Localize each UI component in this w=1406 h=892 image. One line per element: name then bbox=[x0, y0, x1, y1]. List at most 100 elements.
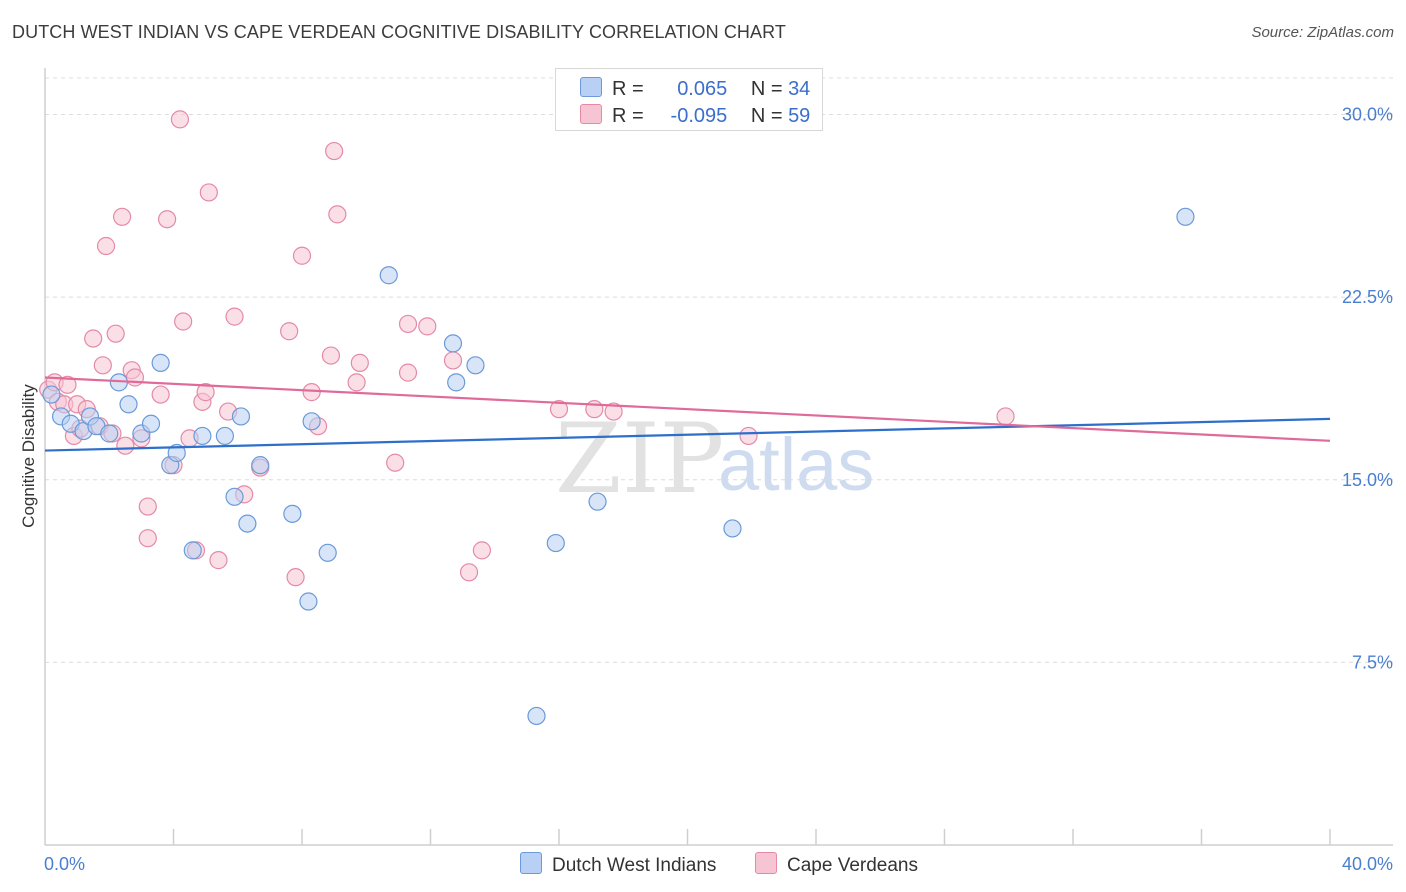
dutch-west-indian-point bbox=[193, 426, 212, 446]
trend-line-cape-verdeans bbox=[44, 376, 1331, 442]
legend-r-label: R = bbox=[612, 105, 644, 127]
cape-verdean-point bbox=[116, 436, 135, 455]
y-tick-label: 22.5% bbox=[1342, 287, 1393, 307]
dutch-west-indian-point bbox=[447, 373, 466, 392]
dutch-west-indian-point bbox=[723, 519, 742, 538]
dutch-west-indian-point bbox=[215, 426, 234, 446]
y-axis-title: Cognitive Disability bbox=[19, 384, 38, 528]
cape-verdean-point bbox=[280, 322, 299, 341]
dutch-west-indian-point bbox=[379, 266, 398, 285]
cape-verdean-point bbox=[350, 353, 369, 372]
bottom-legend-cape-verdeans[interactable]: Cape Verdeans bbox=[755, 852, 918, 877]
cape-verdean-point bbox=[199, 183, 218, 202]
legend-swatch-pink bbox=[580, 104, 602, 124]
dutch-west-indian-point bbox=[151, 353, 170, 372]
cape-verdean-point bbox=[286, 568, 305, 587]
legend-r-label: R = bbox=[612, 78, 644, 100]
cape-verdean-point bbox=[321, 346, 341, 365]
cape-verdean-point bbox=[604, 402, 623, 421]
dutch-west-indian-point bbox=[299, 592, 318, 611]
cape-verdean-point bbox=[398, 363, 418, 382]
legend-row-cape-verdeans: R = -0.095 N = 59 bbox=[580, 104, 811, 127]
dutch-west-indian-point bbox=[42, 385, 61, 404]
trend-lines bbox=[44, 376, 1331, 452]
cape-verdeans-points bbox=[39, 110, 1015, 587]
cape-verdean-point bbox=[398, 314, 418, 334]
cape-verdean-point bbox=[112, 207, 132, 226]
source-label: Source: ZipAtlas.com bbox=[1251, 24, 1394, 41]
grid-lines bbox=[45, 77, 1393, 663]
cape-verdean-point bbox=[174, 312, 193, 331]
bottom-legend-dutch-west-indians[interactable]: Dutch West Indians bbox=[520, 852, 716, 877]
dutch-west-indian-point bbox=[141, 414, 161, 433]
y-tick-label: 30.0% bbox=[1342, 105, 1393, 125]
stats-legend: R = 0.065 N = 34 R = -0.095 N = 59 bbox=[555, 68, 823, 131]
dutch-west-indian-point bbox=[283, 504, 302, 523]
cape-verdean-point bbox=[739, 426, 758, 446]
cape-verdean-point bbox=[96, 236, 116, 256]
cape-verdean-point bbox=[386, 453, 405, 472]
dutch-west-indian-point bbox=[546, 533, 565, 553]
dutch-west-indian-point bbox=[167, 443, 186, 463]
dutch-west-indian-point bbox=[302, 412, 321, 431]
cape-verdean-point bbox=[996, 407, 1015, 426]
cape-verdean-point bbox=[125, 368, 145, 387]
cape-verdean-point bbox=[93, 356, 112, 375]
legend-n-label: N = bbox=[750, 78, 783, 100]
dutch-west-indian-point bbox=[183, 541, 202, 560]
dutch-west-indian-point bbox=[100, 424, 119, 443]
cape-verdean-point bbox=[292, 246, 312, 265]
cape-verdean-point bbox=[138, 497, 157, 516]
dutch-west-indian-point bbox=[238, 514, 257, 533]
cape-verdean-point bbox=[472, 541, 491, 560]
bottom-legend-label: Cape Verdeans bbox=[787, 855, 918, 876]
cape-verdean-point bbox=[459, 563, 479, 582]
cape-verdean-point bbox=[418, 317, 437, 336]
cape-verdean-point bbox=[347, 373, 366, 392]
bottom-legend-label: Dutch West Indians bbox=[552, 855, 717, 876]
dutch-west-indian-point bbox=[318, 543, 337, 562]
legend-r-value: -0.095 bbox=[670, 105, 728, 127]
legend-n-value: 59 bbox=[788, 105, 811, 127]
dutch-west-indian-point bbox=[527, 706, 546, 726]
dutch-west-indian-point bbox=[251, 456, 270, 475]
cape-verdean-point bbox=[106, 324, 125, 343]
y-tick-label: 15.0% bbox=[1342, 470, 1393, 490]
chart-title: DUTCH WEST INDIAN VS CAPE VERDEAN COGNIT… bbox=[12, 22, 786, 42]
dutch-west-indian-point bbox=[466, 356, 485, 375]
legend-r-value: 0.065 bbox=[677, 78, 728, 100]
cape-verdean-point bbox=[138, 529, 157, 548]
cape-verdean-point bbox=[225, 307, 244, 326]
legend-row-dutch-west-indians: R = 0.065 N = 34 bbox=[580, 77, 811, 100]
axis-labels: Cognitive Disability 0.0% 40.0% 7.5% 15.0… bbox=[19, 105, 1393, 874]
watermark: ZIP atlas bbox=[555, 403, 874, 515]
trend-line-dutch-west-indians bbox=[44, 417, 1331, 452]
x-tick-label-min: 0.0% bbox=[44, 854, 85, 874]
cape-verdean-point bbox=[157, 210, 177, 229]
legend-n-value: 34 bbox=[788, 78, 811, 100]
cape-verdean-point bbox=[443, 351, 463, 370]
cape-verdean-point bbox=[170, 110, 190, 129]
dutch-west-indians-points bbox=[42, 207, 1195, 726]
cape-verdean-point bbox=[58, 375, 77, 394]
dutch-west-indian-point bbox=[231, 407, 251, 426]
cape-verdean-point bbox=[196, 383, 215, 402]
cape-verdean-point bbox=[549, 400, 569, 419]
bottom-legend-swatch-blue bbox=[520, 852, 542, 874]
watermark-zip: ZIP bbox=[555, 403, 724, 515]
cape-verdean-point bbox=[209, 551, 228, 570]
legend-n-label: N = bbox=[750, 105, 783, 127]
dutch-west-indian-point bbox=[443, 334, 463, 353]
legend-swatch-blue bbox=[580, 77, 602, 97]
cape-verdean-point bbox=[325, 141, 344, 161]
dutch-west-indian-point bbox=[588, 492, 607, 511]
cape-verdean-point bbox=[328, 205, 347, 224]
bottom-legend-swatch-pink bbox=[755, 852, 777, 874]
dutch-west-indian-point bbox=[119, 395, 138, 414]
cape-verdean-point bbox=[84, 329, 103, 348]
x-tick-label-max: 40.0% bbox=[1342, 854, 1393, 874]
dutch-west-indian-point bbox=[1176, 207, 1195, 226]
y-tick-label: 7.5% bbox=[1352, 652, 1393, 672]
dutch-west-indian-point bbox=[225, 487, 244, 506]
